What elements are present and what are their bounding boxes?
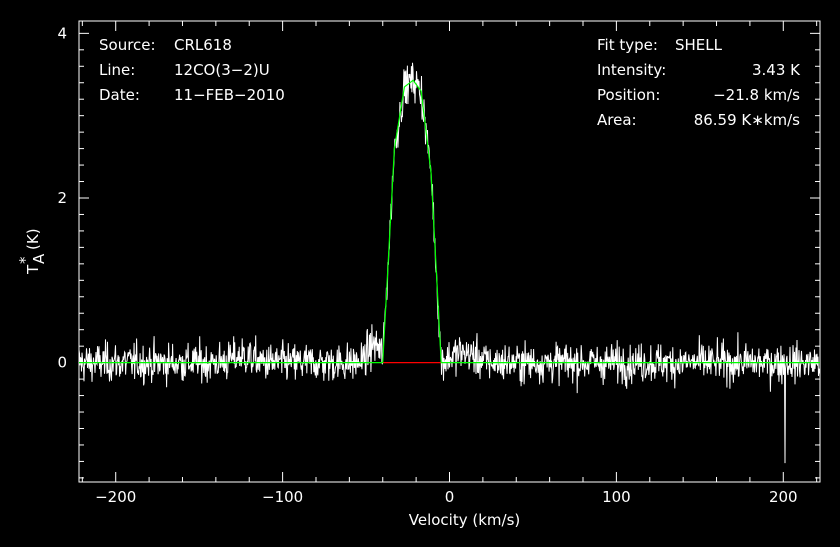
- x-tick-label: 0: [445, 488, 455, 506]
- y-axis-label-sub: A: [30, 253, 48, 264]
- x-axis-label: Velocity (km/s): [409, 511, 520, 529]
- x-tick-label: 100: [602, 488, 631, 506]
- info-left-key: Source:: [99, 36, 156, 54]
- info-left-key: Date:: [99, 86, 140, 104]
- info-left-value: 11−FEB−2010: [174, 86, 285, 104]
- y-tick-label: 0: [57, 354, 67, 372]
- x-tick-label: −100: [262, 488, 303, 506]
- y-tick-label: 2: [57, 189, 67, 207]
- info-right-key: Area:: [597, 111, 637, 129]
- axis-ticks: [79, 21, 820, 482]
- info-right-value: 3.43 K: [752, 61, 801, 79]
- info-block-right: Fit type: SHELL Intensity: 3.43 K Position: −…: [597, 36, 801, 129]
- y-axis-label-unit: (K): [24, 228, 42, 250]
- info-right-key: Position:: [597, 86, 660, 104]
- info-right-value: SHELL: [675, 36, 723, 54]
- x-tick-label: −200: [95, 488, 136, 506]
- info-right-value: −21.8 km/s: [713, 86, 800, 104]
- info-right-value: 86.59 K∗km/s: [694, 111, 800, 129]
- y-axis-label-main: T: [24, 264, 42, 275]
- x-tick-label: 200: [769, 488, 798, 506]
- y-tick-label: 4: [57, 24, 67, 42]
- info-left-value: 12CO(3−2)U: [174, 61, 270, 79]
- info-left-value: CRL618: [174, 36, 232, 54]
- y-axis-label: T*A (K): [16, 228, 48, 275]
- info-right-key: Fit type:: [597, 36, 658, 54]
- info-left-key: Line:: [99, 61, 135, 79]
- spectrum-series: [78, 62, 820, 464]
- info-block-left: Source: CRL618 Line: 12CO(3−2)U Date: 11−FEB−…: [99, 36, 285, 104]
- y-axis-label-sup: *: [16, 256, 34, 264]
- axis-tick-labels: −200 −100 0 100 200 0 2 4: [57, 24, 797, 506]
- info-right-key: Intensity:: [597, 61, 666, 79]
- shell-fit-series: [79, 79, 820, 364]
